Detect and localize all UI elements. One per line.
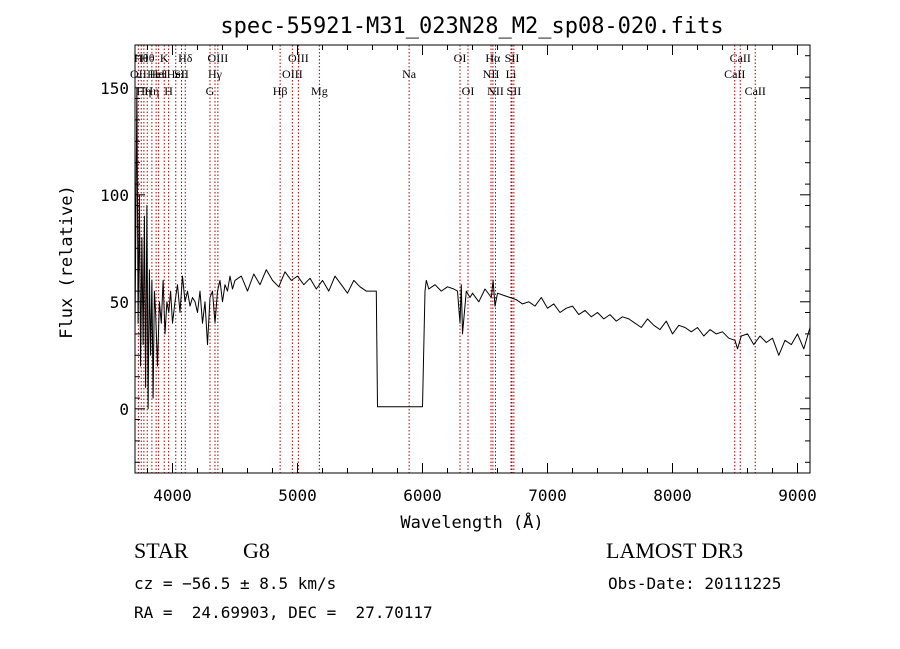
line-marker-label: OII: [130, 67, 147, 81]
x-tick-label: 7000: [528, 486, 567, 505]
line-marker-label: Na: [402, 67, 417, 81]
line-marker-label: OIII: [208, 51, 229, 65]
line-marker-label: SII: [507, 84, 522, 98]
line-marker-label: OIII: [288, 51, 309, 65]
coordinates: RA = 24.69903, DEC = 27.70117: [134, 603, 433, 622]
line-marker-label: CaII: [724, 67, 745, 81]
line-marker-label: CaII: [745, 84, 766, 98]
x-tick-label: 6000: [403, 486, 442, 505]
line-marker-label: CaII: [730, 51, 751, 65]
line-marker-label: OI: [462, 84, 475, 98]
line-marker-label: Hθ: [134, 51, 149, 65]
line-marker-label: NII: [483, 67, 500, 81]
line-marker-label: Hδ: [178, 51, 193, 65]
x-tick-label: 8000: [653, 486, 692, 505]
object-subclass: G8: [243, 538, 270, 563]
line-marker-label: Hβ: [273, 84, 288, 98]
line-marker-label: Hα: [485, 51, 501, 65]
x-tick-label: 9000: [778, 486, 817, 505]
line-marker-label: K: [160, 51, 169, 65]
line-marker-label: Hγ: [208, 67, 223, 81]
line-marker-label: G: [206, 84, 215, 98]
redshift-velocity: cz = −56.5 ± 8.5 km/s: [134, 574, 337, 593]
plot-frame: [134, 44, 811, 474]
line-marker-labels: OIIHθHηHθHηHeIHeIKHHeISIIHδGHγOIIIHβOIII…: [130, 51, 766, 98]
survey-name: LAMOST DR3: [606, 538, 744, 563]
y-tick-label: 50: [110, 293, 129, 312]
line-marker-label: Mg: [311, 84, 328, 98]
y-tick-label: 100: [100, 186, 129, 205]
line-marker-label: H: [164, 84, 173, 98]
x-axis: 4000 5000 6000 7000 8000 9000: [147, 45, 817, 505]
line-markers: [137, 45, 756, 473]
line-marker-label: OI: [454, 51, 467, 65]
line-marker-label: Hη: [144, 84, 159, 98]
observation-date: Obs-Date: 20111225: [608, 574, 782, 593]
line-marker-label: OIII: [282, 67, 303, 81]
line-marker-label: SII: [505, 51, 520, 65]
line-marker-label: SII: [174, 67, 189, 81]
x-axis-label: Wavelength (Å): [400, 511, 543, 533]
y-tick-label: 0: [119, 400, 129, 419]
line-marker-label: HeI: [167, 67, 185, 81]
chart-title: spec-55921-M31_023N28_M2_sp08-020.fits: [220, 14, 723, 39]
y-tick-label: 150: [100, 79, 129, 98]
line-marker-label: Hθ: [140, 51, 155, 65]
y-axis: 0 50 100 150: [100, 55, 810, 463]
line-marker-label: HeI: [147, 67, 165, 81]
x-tick-label: 4000: [153, 486, 192, 505]
line-marker-label: HeI: [150, 67, 168, 81]
object-class: STAR: [134, 538, 189, 563]
line-marker-label: Li: [506, 67, 517, 81]
x-tick-label: 5000: [278, 486, 317, 505]
line-marker-label: NII: [487, 84, 504, 98]
spectrum-series-line: [134, 87, 811, 410]
y-axis-label: Flux (relative): [57, 185, 77, 339]
